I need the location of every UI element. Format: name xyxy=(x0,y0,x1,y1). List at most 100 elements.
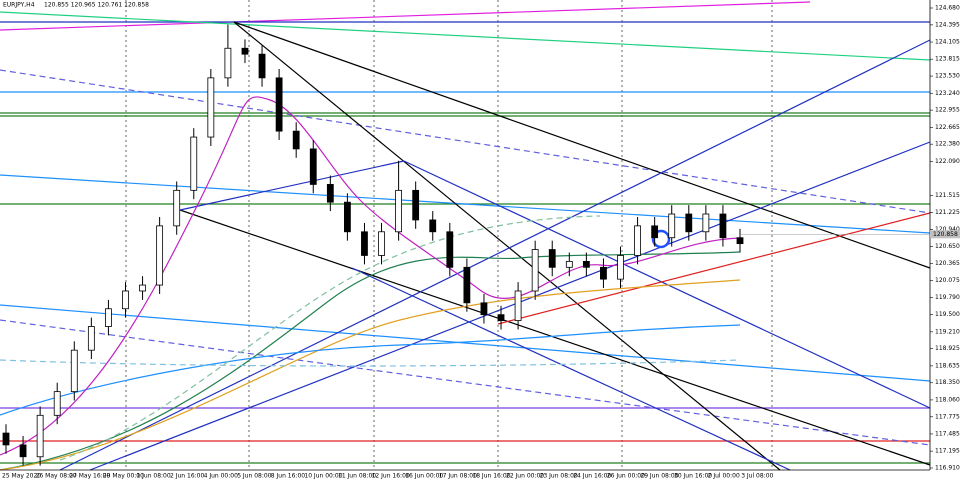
candle-body xyxy=(531,249,539,292)
y-tick-label: 122.955 xyxy=(935,107,960,114)
candle-body xyxy=(514,290,522,321)
y-tick-label: 117.195 xyxy=(935,448,960,455)
candle-body xyxy=(173,189,181,227)
candle-body xyxy=(36,414,44,458)
candle-body xyxy=(582,260,590,268)
candle-body xyxy=(719,213,727,239)
x-tick-label: 23 Jun 08:00 xyxy=(540,473,578,480)
candle-body xyxy=(395,189,403,233)
y-tick-label: 120.940 xyxy=(935,226,960,233)
x-tick-label: 27 May 16:00 xyxy=(69,473,110,480)
candle-body xyxy=(685,213,693,233)
y-tick-label: 122.665 xyxy=(935,124,960,131)
y-tick-label: 124.395 xyxy=(935,21,960,28)
x-tick-label: 2 Jun 16:00 xyxy=(170,473,204,480)
candle-body xyxy=(497,314,505,321)
candle-body xyxy=(53,391,61,416)
x-tick-label: 10 Jun 00:00 xyxy=(304,473,342,480)
candle-body xyxy=(361,231,368,256)
x-tick-label: 26 May 08:00 xyxy=(36,473,77,480)
x-tick-label: 4 Jun 00:00 xyxy=(204,473,238,480)
candle-body xyxy=(241,47,249,55)
x-tick-label: 29 Jun 08:00 xyxy=(640,473,678,480)
y-tick-label: 116.910 xyxy=(935,465,960,472)
candle-body xyxy=(463,266,471,304)
y-tick-label: 117.485 xyxy=(935,430,960,437)
y-tick-label: 118.925 xyxy=(935,345,960,352)
candle-body xyxy=(429,219,437,233)
drawings xyxy=(0,0,931,471)
candle-body xyxy=(190,136,198,191)
candle-body xyxy=(651,225,659,239)
x-tick-label: 18 Jun 16:00 xyxy=(472,473,510,480)
candle-body xyxy=(326,184,334,203)
x-tick-label: 26 Jun 00:00 xyxy=(607,473,645,480)
y-tick-label: 121.515 xyxy=(935,192,960,199)
candle-body xyxy=(634,225,641,256)
ohlc-header: 120.855 120.965 120.761 120.858 xyxy=(44,2,149,9)
plot xyxy=(2,24,744,466)
y-tick-label: 120.075 xyxy=(935,277,960,284)
candle-body xyxy=(446,231,454,268)
candle-body xyxy=(412,189,420,221)
y-tick-label: 121.225 xyxy=(935,209,960,216)
y-tick-label: 122.090 xyxy=(935,158,960,165)
last-price-box xyxy=(930,230,960,239)
x-tick-label: 5 Jun 08:00 xyxy=(237,473,271,480)
x-tick-label: 24 Jun 16:00 xyxy=(573,473,611,480)
candle-body xyxy=(224,47,232,79)
candle-body xyxy=(565,260,573,268)
y-tick-label: 117.775 xyxy=(935,413,960,420)
candle-body xyxy=(292,130,300,150)
candle-body xyxy=(156,225,164,286)
y-tick-label: 118.060 xyxy=(935,396,960,403)
candle-body xyxy=(275,77,283,132)
candle-body xyxy=(105,308,112,327)
last-price-label: 120.858 xyxy=(933,231,958,238)
candle-body xyxy=(87,326,95,351)
x-tick-label: 11 Jun 08:00 xyxy=(338,473,376,480)
x-tick-label: 16 Jun 00:00 xyxy=(405,473,443,480)
x-tick-label: 29 May 00:00 xyxy=(103,473,144,480)
x-tick-label: 1 Jun 08:00 xyxy=(136,473,170,480)
candle-body xyxy=(378,231,385,256)
x-tick-label: 17 Jun 08:00 xyxy=(439,473,477,480)
candle-body xyxy=(736,237,744,245)
candle-body xyxy=(548,249,556,268)
y-tick-label: 119.790 xyxy=(935,294,960,301)
y-tick-label: 120.650 xyxy=(935,243,960,250)
candle-body xyxy=(70,349,78,393)
y-tick-label: 118.635 xyxy=(935,362,960,369)
x-tick-label: 22 Jun 00:00 xyxy=(506,473,544,480)
candle-body xyxy=(309,148,317,185)
y-tick-label: 123.815 xyxy=(935,56,960,63)
candle-body xyxy=(480,302,488,316)
y-tick-label: 124.680 xyxy=(935,5,960,12)
y-tick-label: 124.105 xyxy=(935,39,960,46)
x-tick-label: 2 Jul 00:00 xyxy=(708,473,740,480)
candle-body xyxy=(258,53,266,79)
y-tick-label: 119.210 xyxy=(935,328,960,335)
y-tick-label: 118.350 xyxy=(935,379,960,386)
y-tick-label: 120.365 xyxy=(935,260,960,267)
candle-body xyxy=(139,284,146,292)
candle-body xyxy=(343,201,351,233)
symbol: EURJPY,H4 xyxy=(3,2,35,9)
x-tick-label: 12 Jun 16:00 xyxy=(372,473,410,480)
candle-body xyxy=(19,444,27,458)
candle-body xyxy=(122,290,129,310)
x-tick-label: 3 Jul 08:00 xyxy=(741,473,773,480)
candle-body xyxy=(617,255,624,280)
x-tick-label: 8 Jun 16:00 xyxy=(271,473,305,480)
candle-body xyxy=(207,77,215,138)
y-tick-label: 123.530 xyxy=(935,73,960,80)
candle-body xyxy=(600,266,607,280)
candle-body xyxy=(702,213,710,233)
x-tick-label: 25 May 2020 xyxy=(2,473,41,480)
y-tick-label: 119.500 xyxy=(935,311,960,318)
candle-body xyxy=(2,432,10,446)
y-tick-label: 123.240 xyxy=(935,90,960,97)
y-tick-label: 122.380 xyxy=(935,141,960,148)
